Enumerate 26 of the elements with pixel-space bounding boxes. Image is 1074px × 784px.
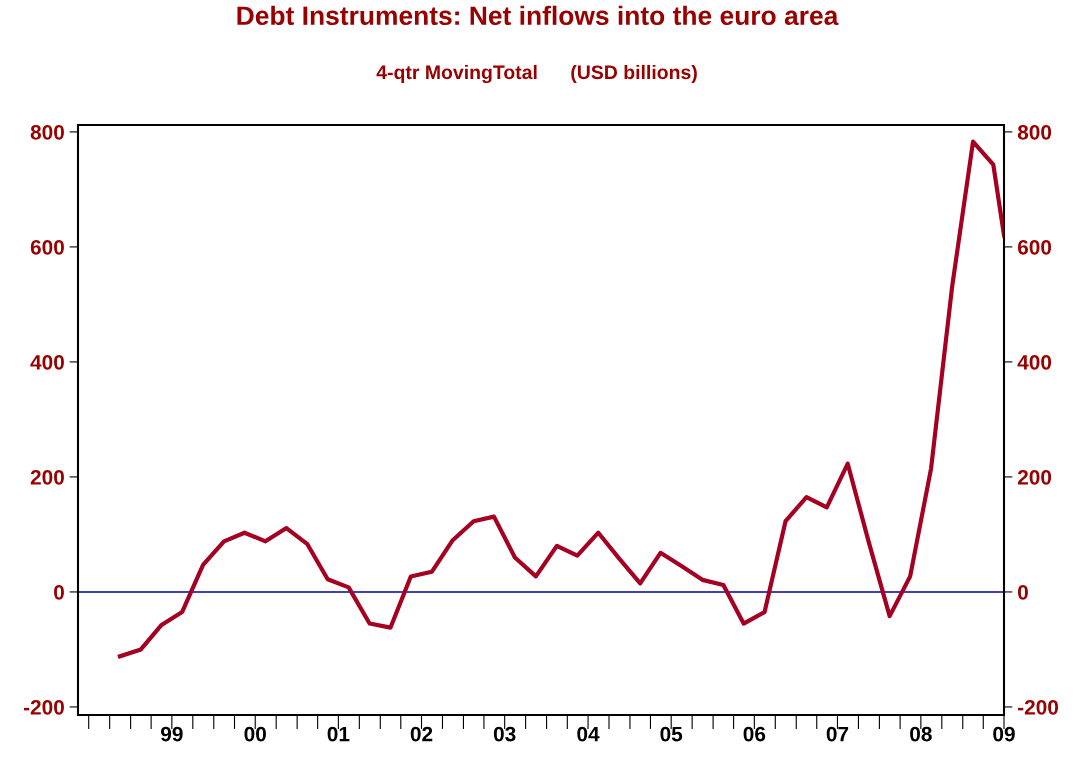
y-tick-label: 200 [30,469,64,485]
y-tick-label: 400 [30,354,64,370]
x-tick-label: 06 [743,726,766,742]
x-tick-label: 99 [160,726,183,742]
y2-tick-label: 600 [1017,239,1052,255]
y2-tick-label: 200 [1017,469,1052,485]
y2-tick-label: 400 [1017,354,1052,370]
y-tick-label: -200 [23,699,64,715]
x-tick-label: 08 [910,726,932,742]
chart-subtitle: 4-qtr MovingTotal (USD billions) [376,64,697,84]
y2-tick-label: -200 [1018,699,1059,715]
x-tick-label: 02 [410,726,433,742]
x-tick-label: 05 [660,726,683,742]
y-tick-label: 800 [30,124,64,140]
y2-tick-label: 0 [1018,584,1028,600]
x-tick-label: 03 [493,726,516,742]
y-tick-label: 600 [30,239,64,255]
y2-tick-label: 800 [1017,124,1052,140]
line-series [117,139,1004,659]
x-tick-label: 04 [577,726,600,742]
y-tick-label: 0 [54,584,64,600]
x-tick-label: 09 [993,726,1015,742]
x-tick-label: 00 [244,726,266,742]
x-tick-label: 01 [327,726,350,742]
chart-title: Debt Instruments: Net inflows into the euro area [237,5,839,26]
x-tick-label: 07 [826,726,849,742]
